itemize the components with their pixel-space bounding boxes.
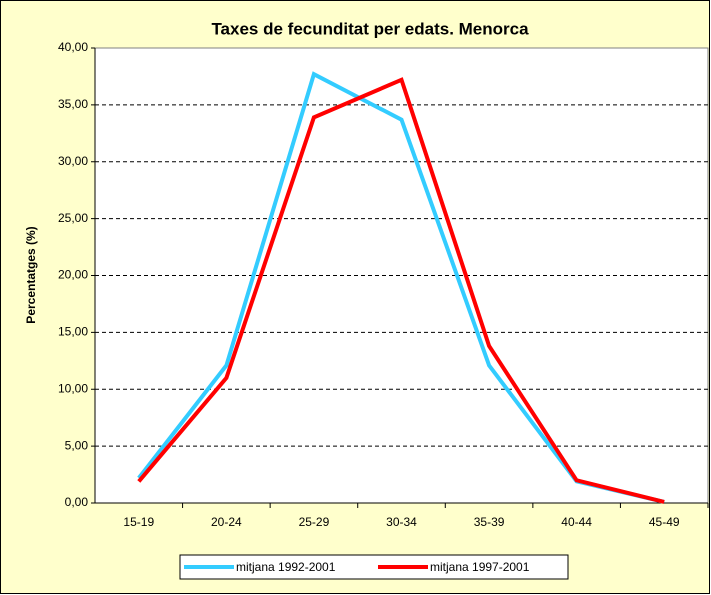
legend-box: [179, 554, 569, 580]
legend-label: mitjana 1992-2001: [236, 560, 336, 574]
y-tick-label: 0,00: [65, 495, 89, 509]
x-tick-label: 30-34: [386, 515, 417, 529]
y-tick-label: 40,00: [58, 40, 88, 54]
chart-title: Taxes de fecunditat per edats. Menorca: [211, 19, 529, 38]
y-tick-label: 20,00: [58, 268, 88, 282]
x-tick-label: 35-39: [474, 515, 505, 529]
y-tick-label: 25,00: [58, 211, 88, 225]
x-tick-label: 15-19: [123, 515, 154, 529]
y-tick-label: 15,00: [58, 325, 88, 339]
series-line: [137, 77, 665, 504]
x-tick-label: 20-24: [211, 515, 242, 529]
y-tick-label: 30,00: [58, 154, 88, 168]
y-tick-label: 10,00: [58, 381, 88, 395]
x-tick-label: 25-29: [299, 515, 330, 529]
y-tick-label: 35,00: [58, 97, 88, 111]
x-tick-label: 40-44: [561, 515, 592, 529]
y-axis-title: Percentatges (%): [24, 226, 38, 323]
x-tick-label: 45-49: [649, 515, 680, 529]
y-tick-label: 5,00: [65, 438, 89, 452]
legend-label: mitjana 1997-2001: [430, 560, 530, 574]
